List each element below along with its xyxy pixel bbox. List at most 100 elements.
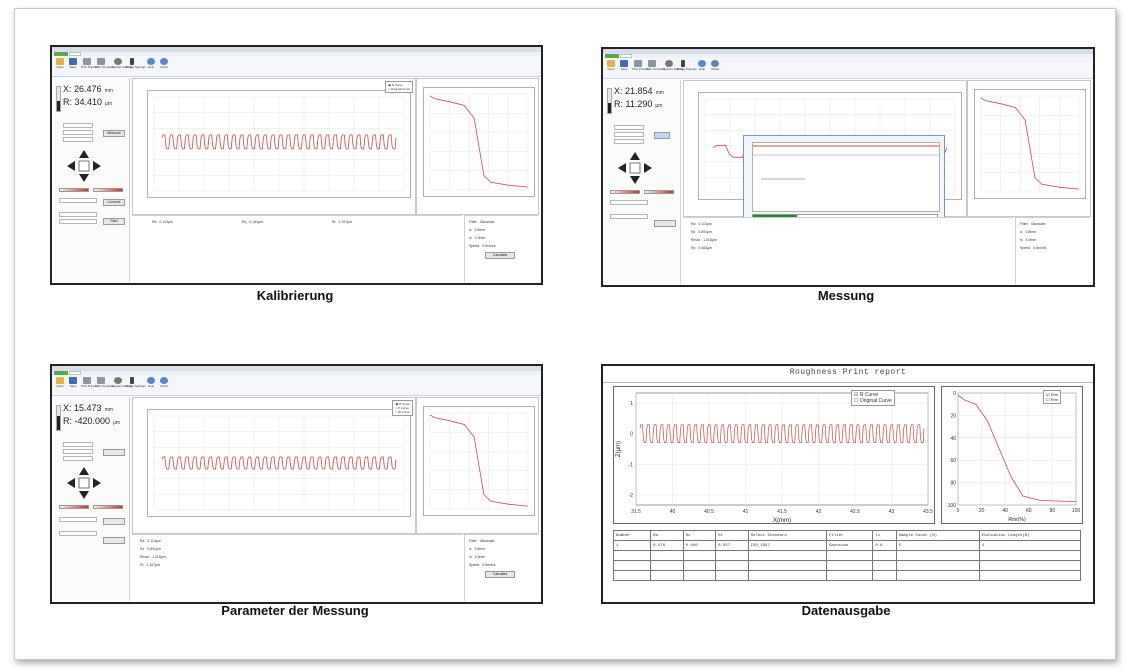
x-tick-label: 42 bbox=[816, 509, 822, 515]
x-unit: mm bbox=[655, 90, 664, 96]
print-template-button[interactable]: Print Template bbox=[95, 58, 114, 72]
measure-button[interactable]: Measure bbox=[103, 130, 125, 137]
speed-field[interactable] bbox=[63, 123, 93, 128]
length-field[interactable] bbox=[614, 132, 644, 137]
system-setting-label: System Setting bbox=[112, 384, 133, 388]
print-preview-button[interactable]: Print Preview bbox=[81, 58, 99, 72]
help-label: Help bbox=[698, 67, 706, 71]
report-table: Number Ra Rz Rt Select Standard Filter l… bbox=[612, 530, 1082, 581]
open-button[interactable]: Open bbox=[54, 377, 66, 391]
help-button[interactable]: Help bbox=[145, 58, 157, 72]
param-rt: Rt 1.157µm bbox=[332, 220, 353, 224]
start-button[interactable] bbox=[654, 220, 676, 227]
status-ln: ln 4.0mm bbox=[469, 555, 486, 559]
ribbon-toolbar: Open Save Print Preview Print Template S… bbox=[603, 58, 1093, 79]
tab-home[interactable] bbox=[54, 52, 68, 56]
x-value: 15.473 bbox=[74, 403, 102, 413]
port-select[interactable] bbox=[59, 517, 97, 522]
print-preview-button[interactable]: Print Preview bbox=[632, 60, 650, 74]
start-button[interactable] bbox=[103, 537, 125, 544]
print-template-button[interactable]: Print Template bbox=[646, 60, 665, 74]
bearing-curve-line bbox=[957, 394, 1077, 502]
system-setting-button[interactable]: System Setting bbox=[663, 60, 683, 74]
param-rmax: Rmax 1.018µm bbox=[691, 238, 717, 242]
start-button[interactable]: Start bbox=[103, 218, 125, 225]
target-field[interactable] bbox=[59, 219, 97, 224]
print-preview-label: Print Preview bbox=[632, 67, 650, 71]
range-select[interactable] bbox=[63, 137, 93, 142]
save-button[interactable]: Save bbox=[67, 58, 79, 72]
y-tick-label: 80 bbox=[950, 481, 956, 487]
speed-field[interactable] bbox=[614, 125, 644, 130]
r-unit: µm bbox=[113, 420, 121, 426]
print-template-button[interactable]: Print Template bbox=[95, 377, 115, 391]
tab-menu[interactable] bbox=[620, 54, 632, 58]
range-select[interactable] bbox=[63, 456, 93, 461]
connect-button[interactable] bbox=[103, 518, 125, 525]
print-template-label: Print Template bbox=[95, 384, 115, 388]
sample-field[interactable] bbox=[59, 212, 97, 217]
about-button[interactable]: About bbox=[709, 60, 721, 74]
direction-pad[interactable] bbox=[67, 467, 101, 499]
position-readout: X: 21.854 mm R: 11.290 µm bbox=[614, 86, 676, 114]
about-button[interactable]: About bbox=[158, 58, 170, 72]
port-select[interactable] bbox=[610, 200, 648, 205]
open-label: Open bbox=[56, 384, 64, 388]
td-rt: 0.557 bbox=[715, 540, 749, 551]
probe-settings-button[interactable]: Probe Settings bbox=[126, 377, 146, 391]
bearing-plot bbox=[423, 406, 535, 516]
sample-field[interactable] bbox=[59, 531, 97, 536]
parameter-panel: Ra 0.113µm Rq 0.144µm Rt 1.157µm bbox=[132, 215, 462, 282]
position-readout: X: 15.473 mm R: -420.000 µm bbox=[63, 403, 125, 431]
tab-home[interactable] bbox=[54, 371, 68, 375]
length-field[interactable] bbox=[63, 130, 93, 135]
y-tick-label: 100 bbox=[948, 503, 957, 509]
status-panel: Filter Gaussian lc 0.8mm ln 4.0mm Speed … bbox=[464, 534, 538, 601]
calculate-button[interactable]: Calculate bbox=[485, 571, 515, 578]
sample-field[interactable] bbox=[610, 214, 648, 219]
tab-menu[interactable] bbox=[69, 52, 81, 56]
bearing-ratio-panel bbox=[416, 78, 539, 215]
print-preview-button[interactable]: Print Preview bbox=[81, 377, 99, 391]
probe-settings-button[interactable]: Probe Settings bbox=[126, 58, 146, 72]
table-header-row: Number Ra Rz Rt Select Standard Filter l… bbox=[612, 530, 1082, 541]
status-lc: lc 0.8mm bbox=[469, 547, 486, 551]
system-setting-button[interactable]: System Setting bbox=[112, 58, 133, 72]
tab-home[interactable] bbox=[605, 54, 619, 58]
range-select[interactable] bbox=[614, 139, 644, 144]
length-field[interactable] bbox=[63, 449, 93, 454]
calculate-button[interactable]: Calculate bbox=[485, 252, 515, 259]
force-bar-right bbox=[93, 505, 123, 509]
connect-button[interactable]: Connect bbox=[103, 199, 125, 206]
help-button[interactable]: Help bbox=[696, 60, 708, 74]
x-tick-label: 20 bbox=[979, 508, 985, 514]
about-button[interactable]: About bbox=[158, 377, 170, 391]
open-button[interactable]: Open bbox=[54, 58, 66, 72]
measure-button[interactable] bbox=[103, 449, 125, 456]
param-rq: Rq 0.144µm bbox=[242, 220, 264, 224]
live-plot bbox=[752, 142, 940, 212]
probe-icon bbox=[681, 60, 685, 67]
y-tick-label: 0 bbox=[953, 391, 956, 397]
status-panel: Filter Gaussian lc 0.8mm ln 4.0mm Speed … bbox=[464, 215, 538, 282]
tab-menu[interactable] bbox=[69, 371, 81, 375]
x-tick-label: 40.5 bbox=[704, 509, 714, 515]
chart-panel: ▣ R Curve □ P Curve □ W Curve bbox=[132, 397, 416, 534]
probe-settings-button[interactable]: Probe Settings bbox=[677, 60, 697, 74]
speed-field[interactable] bbox=[63, 442, 93, 447]
disk-icon bbox=[69, 58, 77, 65]
measure-button[interactable] bbox=[654, 132, 670, 139]
open-button[interactable]: Open bbox=[605, 60, 617, 74]
bearing-ratio-panel bbox=[416, 397, 539, 534]
save-button[interactable]: Save bbox=[618, 60, 630, 74]
system-setting-button[interactable]: System Setting bbox=[112, 377, 133, 391]
port-select[interactable] bbox=[59, 198, 97, 203]
profile-plot bbox=[147, 409, 411, 517]
direction-pad[interactable] bbox=[618, 152, 652, 184]
system-setting-label: System Setting bbox=[112, 65, 133, 69]
status-ln: ln 4.0mm bbox=[469, 236, 486, 240]
save-button[interactable]: Save bbox=[67, 377, 79, 391]
help-button[interactable]: Help bbox=[145, 377, 157, 391]
direction-pad[interactable] bbox=[67, 150, 101, 182]
folder-icon bbox=[607, 60, 615, 67]
